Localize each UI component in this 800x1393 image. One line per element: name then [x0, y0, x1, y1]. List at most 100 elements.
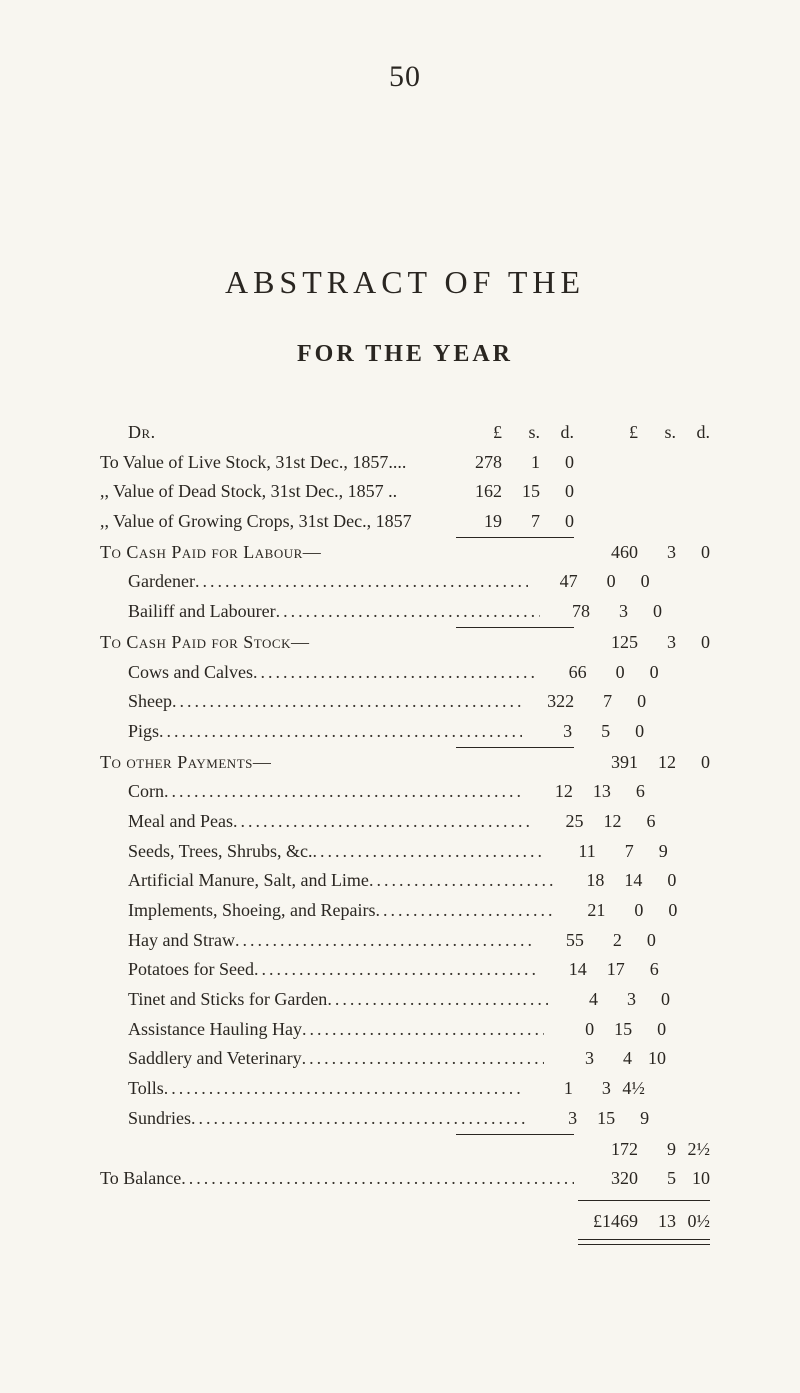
entry-pound: 11 [546, 837, 596, 867]
dot-leader [276, 597, 540, 627]
dot-leader [375, 896, 555, 926]
dot-leader [313, 837, 546, 867]
subtotal-pence: 2½ [676, 1135, 710, 1165]
entry-pound: 14 [537, 955, 587, 985]
entry-pence: 0 [540, 507, 574, 537]
entry-shilling: 0 [605, 896, 643, 926]
entry-shilling: 12 [584, 807, 622, 837]
subtotal-pound: 391 [574, 748, 638, 778]
dot-leader [181, 1164, 574, 1194]
rule-row [100, 1200, 710, 1201]
entry-pence: 0 [628, 597, 662, 627]
entry-label: Tinet and Sticks for Garden [100, 985, 327, 1015]
entry-shilling: 7 [502, 507, 540, 537]
section-heading: To Cash Paid for Stock— [100, 628, 309, 658]
entry-label: To Value of Live Stock, 31st Dec., 1857.… [100, 448, 406, 478]
entry-label: Hay and Straw [100, 926, 235, 956]
entry-label: Gardener [100, 567, 195, 597]
entry-pence: 6 [622, 807, 656, 837]
col-pence-1: d. [540, 418, 574, 448]
col-pound-1: £ [452, 418, 502, 448]
dot-leader [254, 955, 537, 985]
entry-shilling: 17 [587, 955, 625, 985]
grand-shilling: 13 [638, 1207, 676, 1237]
entry-pound: 66 [537, 658, 587, 688]
entry-label: Tolls [100, 1074, 164, 1104]
col-pence-2: d. [676, 418, 710, 448]
entry-shilling: 3 [590, 597, 628, 627]
dot-leader [195, 567, 528, 597]
dot-leader [164, 1074, 523, 1104]
subtotal-pound: 172 [574, 1135, 638, 1165]
entry-pence: 4½ [611, 1074, 645, 1104]
section-heading: To other Payments— [100, 748, 271, 778]
dot-leader [327, 985, 548, 1015]
subtotal-pound: 460 [574, 538, 638, 568]
entry-pence: 0 [632, 1015, 666, 1045]
entry-shilling: 3 [573, 1074, 611, 1104]
subtotal-row: 172 9 2½ [100, 1135, 710, 1165]
subtotal-pence: 0 [676, 538, 710, 568]
entry-pence: 0 [643, 896, 677, 926]
dot-leader [253, 658, 537, 688]
entry-pound: 21 [555, 896, 605, 926]
entry-shilling: 15 [577, 1104, 615, 1134]
entry-pound: 322 [524, 687, 574, 717]
entry-pound: 12 [523, 777, 573, 807]
entry-label: Pigs [100, 717, 159, 747]
subtotal-shilling: 12 [638, 748, 676, 778]
ledger-row: To Value of Live Stock, 31st Dec., 1857.… [100, 448, 710, 478]
grand-total-row: £1469 13 0½ [100, 1207, 710, 1237]
entry-shilling: 15 [594, 1015, 632, 1045]
entry-shilling: 7 [596, 837, 634, 867]
subtotal-row: To other Payments— 391 12 0 [100, 748, 710, 778]
column-header-row: Dr. £ s. d. £ s. d. [100, 418, 710, 448]
ledger-row: ,, Value of Dead Stock, 31st Dec., 1857 … [100, 477, 710, 507]
page-number: 50 [100, 60, 710, 94]
document-title: ABSTRACT OF THE [100, 264, 710, 301]
entry-pence: 6 [611, 777, 645, 807]
dot-leader [191, 1104, 527, 1134]
entry-pence: 9 [615, 1104, 649, 1134]
entry-pound: 19 [452, 507, 502, 537]
entry-shilling: 0 [587, 658, 625, 688]
entry-pence: 0 [616, 567, 650, 597]
entry-pound: 278 [452, 448, 502, 478]
entry-pound: 3 [544, 1044, 594, 1074]
entry-pence: 0 [625, 658, 659, 688]
col-pound-2: £ [574, 418, 638, 448]
ledger-row: Pigs 3 5 0 [100, 717, 710, 747]
entry-label: ,, Value of Growing Crops, 31st Dec., 18… [100, 507, 412, 537]
ledger-row: Cows and Calves 66 0 0 [100, 658, 710, 688]
entry-label: To Balance [100, 1164, 181, 1194]
entry-shilling: 3 [598, 985, 636, 1015]
entry-shilling: 5 [572, 717, 610, 747]
entry-pence: 0 [540, 448, 574, 478]
ledger-row: Sheep 322 7 0 [100, 687, 710, 717]
ledger-row: Gardener 47 0 0 [100, 567, 710, 597]
subtotal-pence: 0 [676, 748, 710, 778]
entry-pound: 0 [544, 1015, 594, 1045]
entry-shilling: 5 [638, 1164, 676, 1194]
entry-label: Sundries [100, 1104, 191, 1134]
entry-pound: 47 [528, 567, 578, 597]
entry-pence: 9 [634, 837, 668, 867]
balance-row: To Balance 320 5 10 [100, 1164, 710, 1194]
entry-label: Saddlery and Veterinary [100, 1044, 302, 1074]
grand-pound: £1469 [574, 1207, 638, 1237]
entry-label: Bailiff and Labourer [100, 597, 276, 627]
entry-pence: 0 [612, 687, 646, 717]
entry-pound: 320 [574, 1164, 638, 1194]
ledger-row: Saddlery and Veterinary3410 [100, 1044, 710, 1074]
ledger-row: Implements, Shoeing, and Repairs2100 [100, 896, 710, 926]
subtotal-shilling: 9 [638, 1135, 676, 1165]
entry-pence: 0 [610, 717, 644, 747]
dot-leader [233, 807, 534, 837]
ledger-row: Meal and Peas25126 [100, 807, 710, 837]
dot-leader [164, 777, 523, 807]
entry-pound: 25 [534, 807, 584, 837]
entry-label: Artificial Manure, Salt, and Lime [100, 866, 369, 896]
double-rule [100, 1237, 710, 1245]
entry-shilling: 15 [502, 477, 540, 507]
entry-pound: 3 [527, 1104, 577, 1134]
